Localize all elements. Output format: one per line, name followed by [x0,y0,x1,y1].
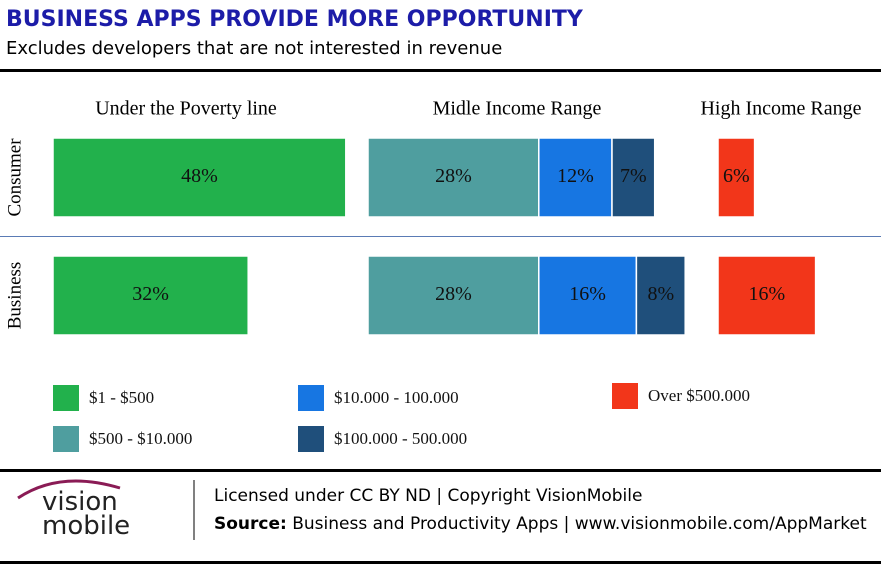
bar-segment [538,255,638,336]
group-label: Midle Income Range [433,98,602,120]
value-label: 16% [748,283,785,305]
group-label: Under the Poverty line [95,98,277,120]
value-label: 7% [620,165,647,187]
logo-bottom: mobile [42,511,130,541]
row-label: Consumer [4,138,25,217]
value-label: 16% [569,283,606,305]
group-label: High Income Range [700,98,861,120]
legend-label: $1 - $500 [89,388,154,407]
source-line: Source: Business and Productivity Apps |… [214,514,867,534]
footer-rule [0,469,881,472]
value-label: 6% [723,165,750,187]
value-label: 32% [132,283,169,305]
legend-label: $100.000 - 500.000 [334,429,467,448]
header-rule [0,69,881,72]
logo-swoosh [17,479,121,500]
legend-swatch [53,426,79,452]
bottom-rule [0,561,881,564]
value-label: 8% [647,283,674,305]
logo: vision mobile [17,479,130,541]
logo-top: vision [42,487,118,517]
bar-segment [611,137,656,218]
legend-label: $500 - $10.000 [89,429,192,448]
value-label: 28% [435,165,472,187]
value-label: 12% [557,165,594,187]
bar-segment [717,137,756,218]
bar-segment [717,255,817,336]
legend-swatch [298,426,324,452]
bar-segment [367,255,540,336]
bar-segment [538,137,613,218]
source: Business and Productivity Apps | www.vis… [292,514,867,534]
value-label: 28% [435,283,472,305]
legend-label: $10.000 - 100.000 [334,388,459,407]
license: Licensed under CC BY ND | Copyright Visi… [214,486,642,506]
value-label: 48% [181,165,218,187]
bar-segment [52,137,347,218]
legend-swatch [53,385,79,411]
chart-subtitle: Excludes developers that are not interes… [6,38,502,59]
row-label: Business [4,262,25,330]
legend-label: Over $500.000 [648,386,750,405]
legend-swatch [612,383,638,409]
source-label: Source: [214,514,287,534]
bar-segment [635,255,686,336]
chart-title: BUSINESS APPS PROVIDE MORE OPPORTUNITY [6,7,584,32]
legend-swatch [298,385,324,411]
bar-segment [52,255,249,336]
